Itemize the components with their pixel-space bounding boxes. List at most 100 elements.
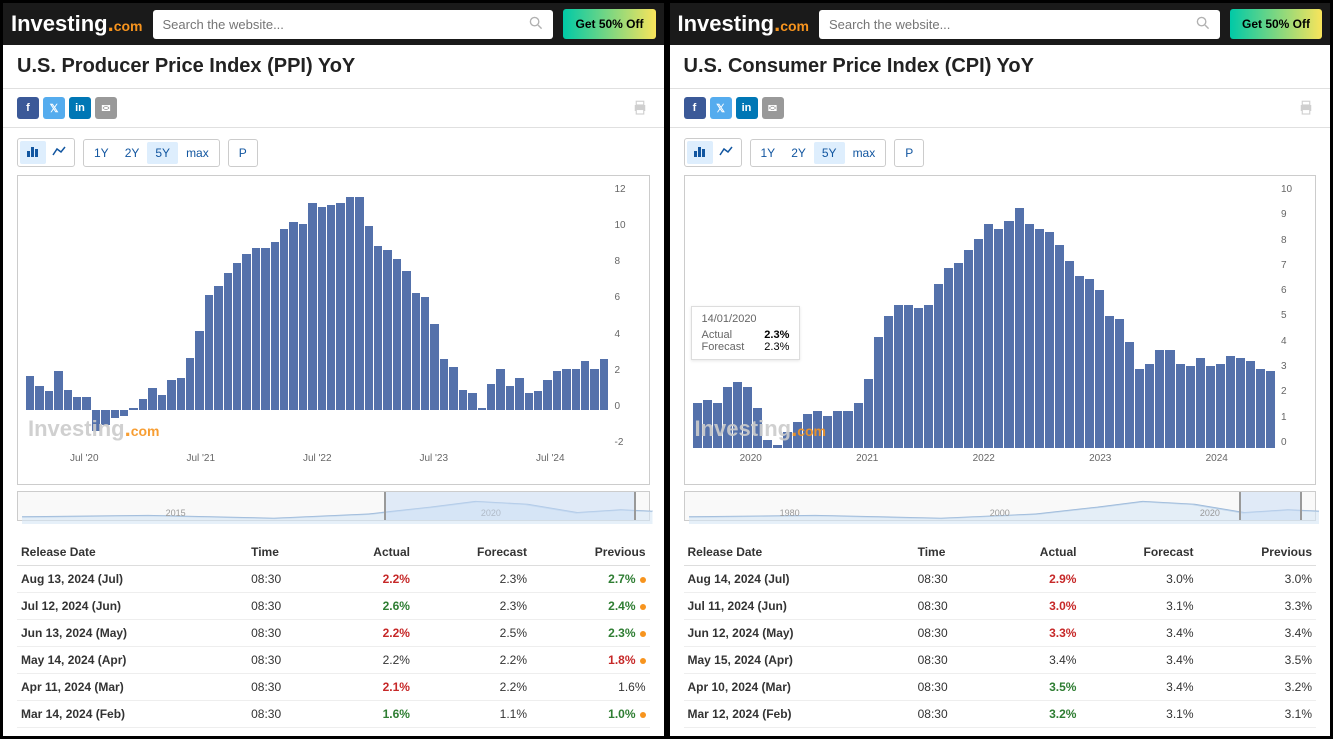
table-row[interactable]: Jun 13, 2024 (May)08:302.2%2.5%2.3% bbox=[17, 620, 650, 647]
twitter-icon[interactable]: 𝕏 bbox=[43, 97, 65, 119]
chart-bar[interactable] bbox=[318, 207, 326, 411]
chart-bar[interactable] bbox=[421, 297, 429, 410]
table-row[interactable]: Jun 12, 2024 (May)08:303.3%3.4%3.4% bbox=[684, 620, 1317, 647]
chart-bar[interactable] bbox=[186, 358, 194, 411]
range-max[interactable]: max bbox=[845, 142, 884, 164]
chart-bar[interactable] bbox=[1236, 358, 1245, 448]
chart-bar[interactable] bbox=[1206, 366, 1215, 448]
chart-bar[interactable] bbox=[1125, 342, 1134, 448]
chart-bar[interactable] bbox=[393, 259, 401, 410]
range-1y[interactable]: 1Y bbox=[753, 142, 784, 164]
table-row[interactable]: Aug 13, 2024 (Jul)08:302.2%2.3%2.7% bbox=[17, 566, 650, 593]
chart-bar[interactable] bbox=[590, 369, 598, 410]
chart-bar[interactable] bbox=[581, 361, 589, 410]
search-box[interactable] bbox=[819, 10, 1220, 39]
chart-bar[interactable] bbox=[355, 197, 363, 410]
chart-bar[interactable] bbox=[45, 391, 53, 410]
chart-bar[interactable] bbox=[449, 367, 457, 410]
chart-bar[interactable] bbox=[854, 403, 863, 448]
chart-bar[interactable] bbox=[280, 229, 288, 410]
chart-bar[interactable] bbox=[167, 380, 175, 410]
chart-bar[interactable] bbox=[1176, 364, 1185, 448]
range-2y[interactable]: 2Y bbox=[783, 142, 814, 164]
chart-bar[interactable] bbox=[874, 337, 883, 448]
table-row[interactable]: Aug 14, 2024 (Jul)08:302.9%3.0%3.0% bbox=[684, 566, 1317, 593]
chart-bar[interactable] bbox=[562, 369, 570, 410]
chart-bar[interactable] bbox=[974, 239, 983, 448]
chart-bar[interactable] bbox=[289, 222, 297, 411]
chart-bar[interactable] bbox=[1045, 232, 1054, 448]
chart-bar[interactable] bbox=[1095, 290, 1104, 448]
chart-bar[interactable] bbox=[459, 390, 467, 411]
table-row[interactable]: Mar 14, 2024 (Feb)08:301.6%1.1%1.0% bbox=[17, 701, 650, 728]
site-logo[interactable]: Investing.com bbox=[11, 11, 143, 37]
chart-bar[interactable] bbox=[600, 359, 608, 410]
chart-bar[interactable] bbox=[1025, 224, 1034, 448]
search-box[interactable] bbox=[153, 10, 554, 39]
line-chart-icon[interactable] bbox=[46, 141, 72, 164]
chart-bar[interactable] bbox=[383, 250, 391, 410]
facebook-icon[interactable]: f bbox=[17, 97, 39, 119]
chart-bar[interactable] bbox=[1035, 229, 1044, 448]
chart-bar[interactable] bbox=[308, 203, 316, 410]
chart-bar[interactable] bbox=[1165, 350, 1174, 448]
chart-bar[interactable] bbox=[864, 379, 873, 448]
chart-bar[interactable] bbox=[1256, 369, 1265, 448]
chart-bar[interactable] bbox=[525, 393, 533, 410]
chart-bar[interactable] bbox=[214, 286, 222, 410]
table-row[interactable]: Apr 11, 2024 (Mar)08:302.1%2.2%1.6% bbox=[17, 674, 650, 701]
chart-bar[interactable] bbox=[336, 203, 344, 410]
table-row[interactable]: Jul 12, 2024 (Jun)08:302.6%2.3%2.4% bbox=[17, 593, 650, 620]
navigator-window[interactable] bbox=[384, 492, 636, 520]
chart-bar[interactable] bbox=[158, 395, 166, 410]
search-icon[interactable] bbox=[1196, 16, 1210, 33]
chart-bar[interactable] bbox=[402, 271, 410, 411]
chart-bar[interactable] bbox=[242, 254, 250, 411]
range-1y[interactable]: 1Y bbox=[86, 142, 117, 164]
linkedin-icon[interactable]: in bbox=[69, 97, 91, 119]
chart-bar[interactable] bbox=[82, 397, 90, 410]
chart-bar[interactable] bbox=[1015, 208, 1024, 448]
chart-bar[interactable] bbox=[1266, 371, 1275, 448]
chart-bar[interactable] bbox=[553, 371, 561, 411]
p-button[interactable]: P bbox=[897, 142, 921, 164]
chart-bar[interactable] bbox=[54, 371, 62, 411]
range-2y[interactable]: 2Y bbox=[117, 142, 148, 164]
chart-bar[interactable] bbox=[1075, 276, 1084, 448]
chart-bar[interactable] bbox=[139, 399, 147, 410]
linkedin-icon[interactable]: in bbox=[736, 97, 758, 119]
search-input[interactable] bbox=[163, 17, 530, 32]
table-row[interactable]: Mar 12, 2024 (Feb)08:303.2%3.1%3.1% bbox=[684, 701, 1317, 728]
chart-bar[interactable] bbox=[430, 324, 438, 411]
chart-bar[interactable] bbox=[994, 229, 1003, 448]
chart-bar[interactable] bbox=[964, 250, 973, 448]
chart-bar[interactable] bbox=[1004, 221, 1013, 448]
chart-bar[interactable] bbox=[1226, 356, 1235, 448]
chart-bar[interactable] bbox=[195, 331, 203, 410]
chart-bar[interactable] bbox=[773, 445, 782, 448]
bar-chart-icon[interactable] bbox=[20, 141, 46, 164]
chart-bar[interactable] bbox=[148, 388, 156, 411]
chart-bar[interactable] bbox=[1186, 366, 1195, 448]
chart-bar[interactable] bbox=[374, 246, 382, 410]
facebook-icon[interactable]: f bbox=[684, 97, 706, 119]
chart-bar[interactable] bbox=[1085, 279, 1094, 448]
chart-bar[interactable] bbox=[1145, 364, 1154, 448]
search-input[interactable] bbox=[829, 17, 1196, 32]
chart-bar[interactable] bbox=[1216, 364, 1225, 448]
chart-bar[interactable] bbox=[1065, 261, 1074, 448]
chart-bar[interactable] bbox=[224, 273, 232, 411]
chart-bar[interactable] bbox=[496, 369, 504, 410]
chart-bar[interactable] bbox=[934, 284, 943, 448]
chart-bar[interactable] bbox=[1055, 245, 1064, 448]
table-row[interactable]: Apr 10, 2024 (Mar)08:303.5%3.4%3.2% bbox=[684, 674, 1317, 701]
navigator-chart[interactable]: 20152020 bbox=[17, 491, 650, 521]
chart-bar[interactable] bbox=[924, 305, 933, 448]
chart-bar[interactable] bbox=[233, 263, 241, 410]
chart-bar[interactable] bbox=[543, 380, 551, 410]
print-icon[interactable] bbox=[630, 99, 650, 117]
table-row[interactable]: Jul 11, 2024 (Jun)08:303.0%3.1%3.3% bbox=[684, 593, 1317, 620]
chart-bar[interactable] bbox=[327, 205, 335, 411]
chart-bar[interactable] bbox=[572, 369, 580, 410]
chart-bar[interactable] bbox=[346, 197, 354, 410]
